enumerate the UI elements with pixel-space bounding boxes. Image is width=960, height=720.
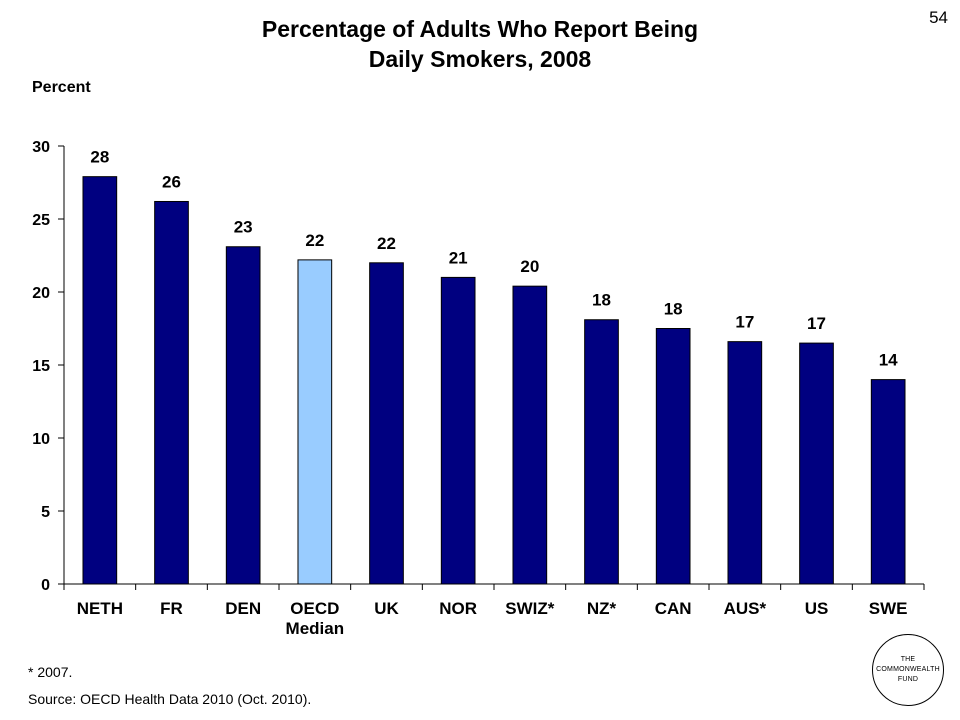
- category-label: NOR: [439, 599, 477, 618]
- data-label: 23: [234, 218, 253, 237]
- category-label: NZ*: [587, 599, 617, 618]
- logo-line-2: COMMONWEALTH: [876, 666, 940, 673]
- data-label: 17: [807, 314, 826, 333]
- category-label: SWE: [869, 599, 908, 618]
- category-label: DEN: [225, 599, 261, 618]
- y-tick-label: 20: [32, 285, 50, 302]
- y-tick-label: 5: [41, 504, 50, 521]
- bar-can: [655, 328, 691, 585]
- bar-swiz: [512, 285, 548, 585]
- data-label: 21: [449, 248, 468, 267]
- bar-nz: [584, 319, 619, 585]
- chart-title-line-1: Percentage of Adults Who Report Being: [261, 16, 699, 42]
- bar-fr: [154, 200, 189, 585]
- bar-uk: [369, 262, 404, 585]
- data-label: 14: [879, 351, 898, 370]
- category-label: US: [805, 599, 829, 618]
- chart-title: Percentage of Adults Who Report Being Da…: [0, 14, 960, 74]
- y-tick-label: 0: [41, 577, 50, 594]
- category-label: SWIZ*: [505, 599, 554, 618]
- bar-nor: [440, 276, 476, 585]
- footnote: * 2007.: [28, 664, 73, 680]
- chart-title-line-2: Daily Smokers, 2008: [368, 46, 592, 72]
- y-tick-label: 30: [32, 139, 50, 156]
- bar-aus: [727, 341, 763, 585]
- data-label: 20: [520, 257, 539, 276]
- data-label: 22: [305, 231, 324, 250]
- logo-line-1: THE: [900, 656, 916, 663]
- y-tick-label: 25: [32, 212, 50, 229]
- bar-swe: [870, 379, 906, 585]
- data-label: 17: [735, 313, 754, 332]
- y-tick-label: 10: [32, 431, 50, 448]
- data-label: 26: [162, 172, 181, 191]
- category-label: FR: [160, 599, 183, 618]
- category-label: UK: [374, 599, 399, 618]
- data-label: 28: [90, 148, 109, 167]
- bar-neth: [82, 176, 118, 585]
- y-tick-label: 15: [32, 358, 50, 375]
- commonwealth-fund-logo: THE COMMONWEALTH FUND: [872, 634, 944, 706]
- y-axis-label: Percent: [32, 79, 91, 96]
- source-note: Source: OECD Health Data 2010 (Oct. 2010…: [28, 691, 312, 707]
- logo-line-3: FUND: [897, 676, 919, 683]
- data-label: 18: [664, 300, 683, 319]
- bar-oecd: [297, 259, 333, 585]
- category-label: OECD Median: [286, 599, 345, 638]
- category-label: CAN: [655, 599, 692, 618]
- bar-den: [225, 246, 261, 585]
- bar-us: [799, 342, 834, 585]
- category-label: NETH: [77, 599, 123, 618]
- slide-number: 54: [929, 8, 948, 27]
- category-label: AUS*: [724, 599, 767, 618]
- data-label: 18: [592, 291, 611, 310]
- data-label: 22: [377, 234, 396, 253]
